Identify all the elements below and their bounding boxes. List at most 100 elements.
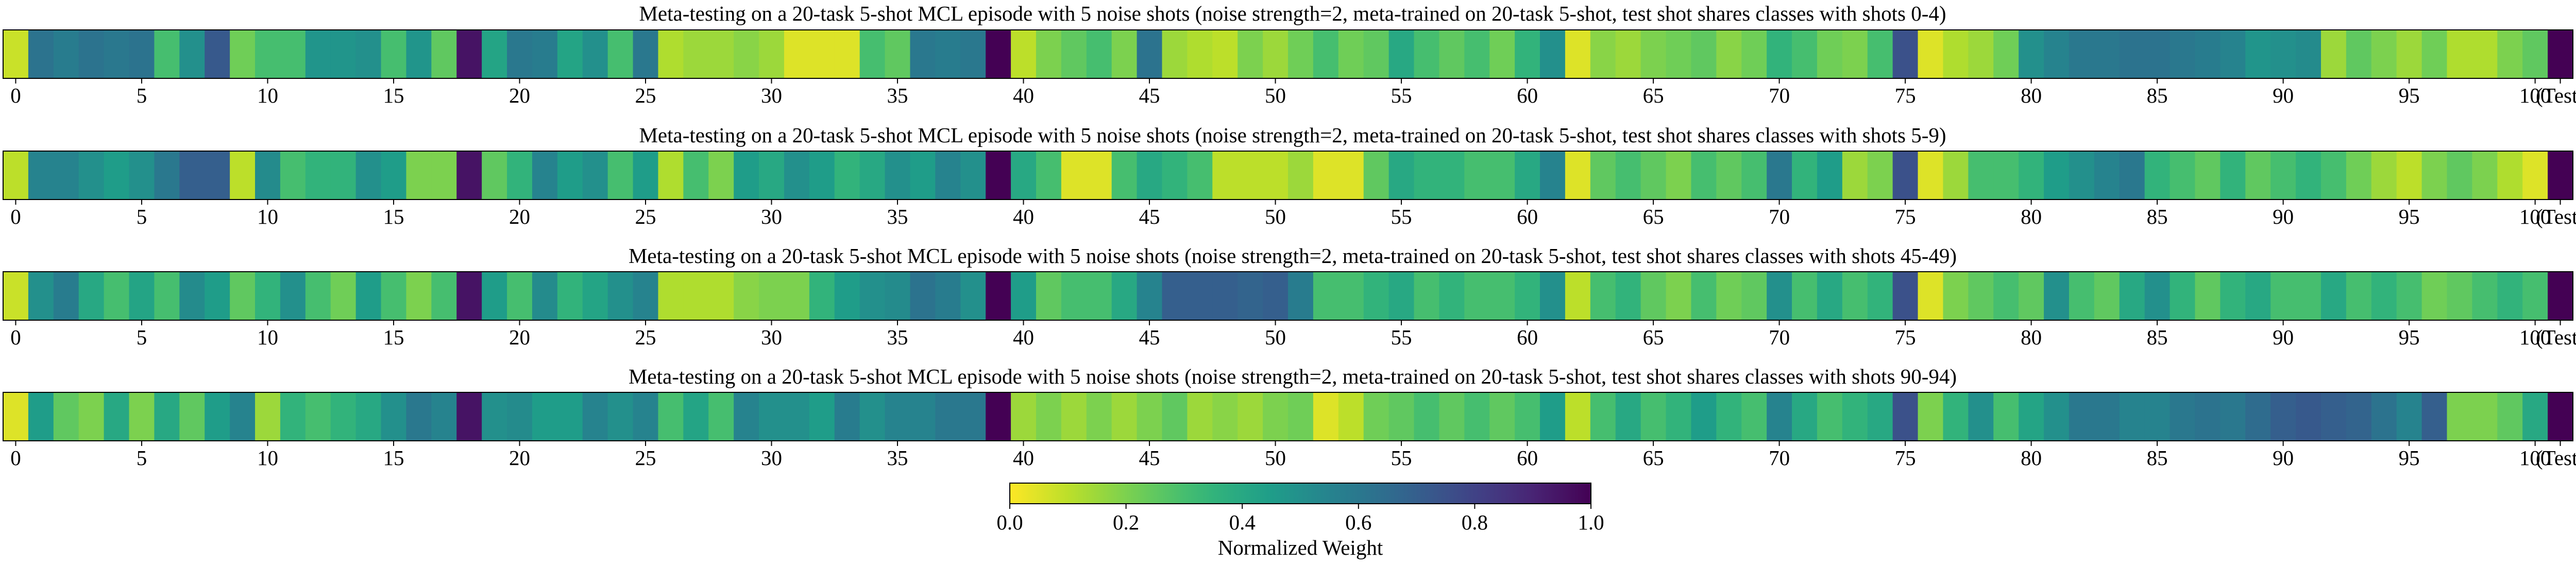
x-tick-label: 25	[635, 205, 656, 228]
heatmap-cell	[2069, 30, 2095, 78]
heatmap-cell	[2119, 30, 2145, 78]
x-tick-label: 25	[635, 84, 656, 107]
heatmap-cell	[2220, 151, 2246, 200]
strip-frame	[3, 29, 2573, 79]
x-tick-label: 65	[1643, 446, 1664, 470]
heatmap-cell	[1943, 151, 1969, 200]
heatmap-cell	[1515, 30, 1540, 78]
heatmap-cell	[1615, 392, 1641, 441]
heatmap-cell	[1238, 392, 1263, 441]
heatmap-cell	[2094, 151, 2120, 200]
heatmap-cell	[708, 151, 734, 200]
heatmap-cell	[230, 392, 256, 441]
panel-3-strip	[3, 271, 2573, 321]
heatmap-cell	[1741, 392, 1767, 441]
heatmap-cell	[2447, 392, 2472, 441]
heatmap-cell	[154, 272, 180, 320]
heatmap-cell	[355, 30, 382, 78]
heatmap-cell	[2522, 392, 2548, 441]
heatmap-cell	[1943, 392, 1969, 441]
heatmap-cell	[1464, 272, 1490, 320]
heatmap-cell	[78, 272, 105, 320]
heatmap-cell	[910, 151, 936, 200]
heatmap-cell	[834, 392, 860, 441]
heatmap-cell	[280, 151, 306, 200]
heatmap-cell	[658, 272, 684, 320]
heatmap-cell	[205, 392, 230, 441]
heatmap-cell	[2447, 30, 2472, 78]
heatmap-cell	[1615, 272, 1641, 320]
heatmap-cell	[1615, 30, 1641, 78]
heatmap-cell	[78, 151, 105, 200]
x-tick-label: 85	[2147, 325, 2168, 349]
heatmap-cell	[2220, 30, 2246, 78]
colorbar-tick-label: 0.6	[1345, 510, 1371, 534]
x-tick-label: 75	[1895, 325, 1916, 349]
heatmap-cell	[1363, 272, 1389, 320]
heatmap-cell	[1263, 30, 1289, 78]
heatmap-cell	[809, 151, 835, 200]
x-tick-label: 45	[1139, 84, 1160, 107]
heatmap-cell	[280, 272, 306, 320]
heatmap-cell	[2320, 272, 2347, 320]
heatmap-cell	[2447, 272, 2472, 320]
heatmap-cell	[960, 30, 986, 78]
heatmap-cell	[3, 392, 29, 441]
heatmap-cell	[78, 30, 105, 78]
heatmap-cell	[1263, 151, 1289, 200]
heatmap-cell	[1212, 151, 1238, 200]
heatmap-cell	[708, 392, 734, 441]
heatmap-cell	[355, 272, 382, 320]
x-tick-label: 45	[1139, 205, 1160, 228]
x-tick-label: 40	[1013, 84, 1034, 107]
heatmap-cell	[1565, 392, 1591, 441]
heatmap-cell	[104, 151, 130, 200]
x-tick-label: 5	[137, 446, 147, 470]
x-tick-label: 10	[257, 84, 278, 107]
heatmap-cell	[759, 272, 785, 320]
heatmap-cell	[456, 151, 482, 200]
heatmap-cell	[1993, 392, 2019, 441]
heatmap-cell	[2548, 392, 2573, 441]
heatmap-cell	[1162, 30, 1188, 78]
heatmap-cell	[355, 151, 382, 200]
x-tick-label: 95	[2399, 205, 2420, 228]
heatmap-cell	[2472, 272, 2498, 320]
heatmap-cell	[1363, 151, 1389, 200]
heatmap-cell	[960, 151, 986, 200]
heatmap-cell	[1817, 272, 1843, 320]
x-tick-label: 50	[1265, 205, 1286, 228]
heatmap-cell	[53, 272, 79, 320]
heatmap-cell	[2522, 30, 2548, 78]
heatmap-cell	[230, 30, 256, 78]
heatmap-cell	[179, 151, 205, 200]
heatmap-cell	[1767, 151, 1792, 200]
heatmap-cell	[482, 151, 507, 200]
heatmap-cell	[2195, 30, 2221, 78]
heatmap-cell	[582, 272, 608, 320]
heatmap-cell	[708, 30, 734, 78]
heatmap-cell	[330, 151, 357, 200]
heatmap-cell	[759, 392, 785, 441]
x-tick-label: 50	[1265, 446, 1286, 470]
heatmap-cell	[1414, 30, 1440, 78]
x-tick-label: 100	[2519, 205, 2551, 228]
x-tick-label: 15	[383, 84, 404, 107]
heatmap-cell	[1338, 151, 1364, 200]
x-tick-label: 40	[1013, 446, 1034, 470]
heatmap-cell	[784, 392, 810, 441]
x-tick-label: 60	[1517, 205, 1538, 228]
heatmap-cell	[1842, 151, 1868, 200]
x-tick-label: 10	[257, 325, 278, 349]
heatmap-cell	[1993, 151, 2019, 200]
heatmap-cell	[104, 30, 130, 78]
heatmap-cell	[2220, 392, 2246, 441]
heatmap-cell	[1313, 272, 1339, 320]
colorbar-tick-label: 0.2	[1113, 510, 1139, 534]
x-tick-label: 5	[137, 325, 147, 349]
x-tick-label: 100	[2519, 325, 2551, 349]
heatmap-cell	[1867, 392, 1893, 441]
heatmap-cell	[2220, 272, 2246, 320]
heatmap-cell	[2296, 30, 2321, 78]
heatmap-cell	[205, 272, 230, 320]
